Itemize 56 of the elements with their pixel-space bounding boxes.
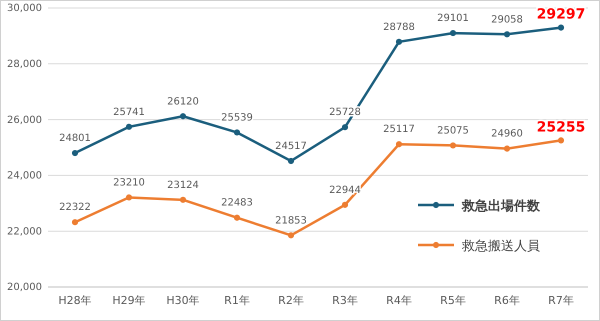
- y-tick-label: 30,000: [7, 3, 42, 14]
- data-label: 26120: [167, 96, 199, 108]
- data-label: 22483: [221, 198, 253, 209]
- data-label: 23210: [113, 177, 145, 188]
- point: [342, 202, 348, 208]
- x-tick-label: R5年: [440, 294, 466, 307]
- point: [450, 30, 456, 36]
- data-label: 23124: [167, 180, 199, 191]
- x-tick-label: H29年: [112, 294, 146, 307]
- legend-label: 救急搬送人員: [461, 239, 540, 254]
- x-tick-label: R6年: [494, 294, 520, 307]
- point: [450, 142, 456, 148]
- x-tick-label: R2年: [278, 294, 304, 307]
- data-label: 24960: [491, 128, 523, 140]
- data-label: 25539: [221, 112, 253, 124]
- x-tick-label: R4年: [386, 294, 412, 307]
- data-label: 22322: [59, 202, 91, 214]
- point: [558, 137, 564, 144]
- data-label: 24801: [59, 133, 91, 144]
- data-label: 28788: [383, 22, 415, 33]
- point: [234, 129, 240, 136]
- point: [288, 232, 294, 238]
- point: [234, 214, 240, 221]
- point: [396, 141, 402, 148]
- data-label: 25255: [536, 119, 586, 136]
- point: [180, 113, 186, 120]
- data-label: 21853: [275, 215, 307, 226]
- y-tick-label: 24,000: [7, 170, 42, 182]
- y-tick-label: 28,000: [7, 59, 42, 70]
- point: [180, 196, 186, 203]
- data-label: 25117: [383, 124, 415, 136]
- point: [558, 24, 564, 31]
- point: [126, 124, 132, 130]
- data-label: 25741: [113, 106, 145, 118]
- data-label: 29101: [437, 13, 469, 24]
- data-label: 25075: [437, 125, 469, 136]
- point: [396, 38, 402, 45]
- y-tick-label: 22,000: [7, 226, 42, 238]
- point: [126, 194, 132, 201]
- y-tick-label: 20,000: [7, 282, 42, 294]
- x-tick-label: H28年: [58, 294, 92, 307]
- point: [72, 219, 78, 226]
- x-tick-label: R3年: [332, 294, 358, 307]
- x-tick-label: R7年: [548, 294, 574, 307]
- point: [288, 158, 294, 164]
- data-label: 24517: [275, 140, 307, 152]
- point: [72, 150, 78, 156]
- legend-label: 救急出場件数: [461, 199, 541, 214]
- point: [342, 124, 348, 130]
- data-label: 29297: [536, 6, 586, 23]
- x-tick-label: R1年: [224, 294, 250, 307]
- y-tick-label: 26,000: [7, 114, 42, 126]
- data-label: 29058: [491, 14, 523, 26]
- point: [504, 146, 510, 152]
- x-tick-label: H30年: [166, 294, 200, 307]
- point: [504, 31, 510, 38]
